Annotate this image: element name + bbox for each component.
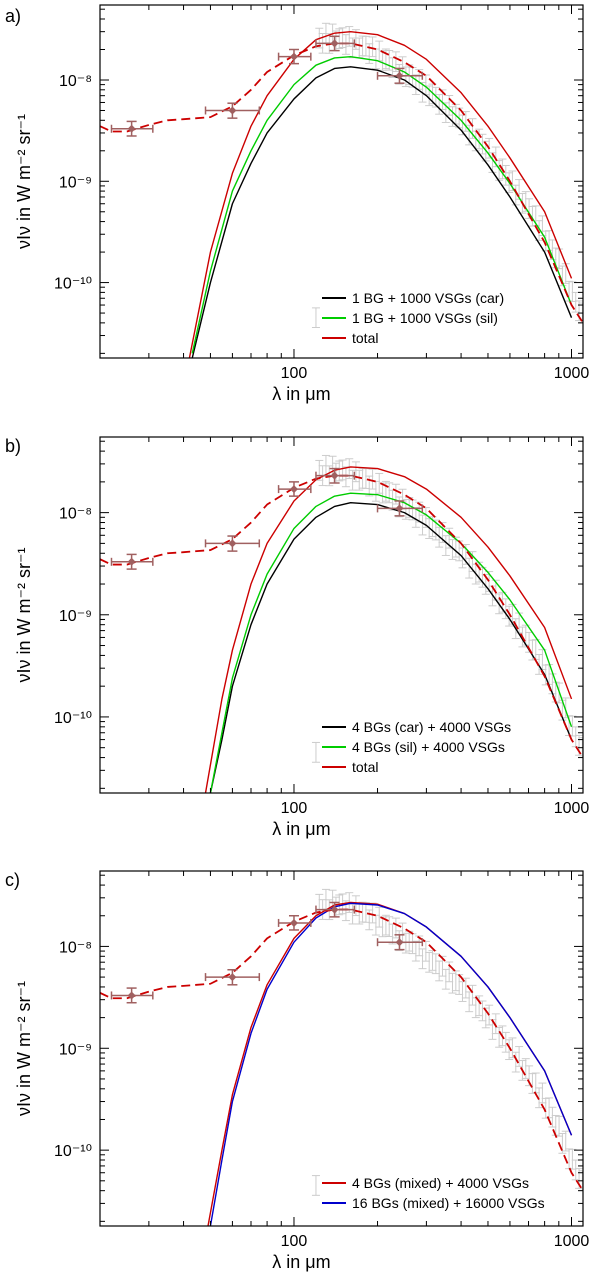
legend-entry: 4 BGs (sil) + 4000 VSGs bbox=[352, 739, 505, 755]
y-tick-label: 10⁻⁹ bbox=[59, 1041, 92, 1058]
y-tick-label: 10⁻⁸ bbox=[59, 73, 92, 90]
y-axis-title: νIν in W m⁻² sr⁻¹ bbox=[14, 548, 34, 683]
obs-marker bbox=[395, 504, 404, 513]
y-tick-label: 10⁻⁹ bbox=[59, 608, 92, 625]
plot-area bbox=[100, 22, 583, 358]
plot-area bbox=[100, 454, 583, 793]
legend: 4 BGs (car) + 4000 VSGs 4 BGs (sil) + 400… bbox=[322, 719, 511, 775]
series-line-2 bbox=[191, 55, 573, 354]
series-line-2 bbox=[209, 902, 573, 1226]
x-axis-title: λ in μm bbox=[272, 384, 330, 404]
x-tick-label: 100 bbox=[281, 800, 308, 817]
legend-entry: total bbox=[352, 330, 378, 346]
chart-panel-2: 100 1000 10⁻⁸ 10⁻⁹ 10⁻¹⁰ λ in μm νIν in W m⁻² … bbox=[5, 436, 589, 839]
y-ticks bbox=[100, 440, 583, 789]
x-tick-label: 1000 bbox=[554, 365, 590, 382]
legend-entry: 1 BG + 1000 VSGs (sil) bbox=[352, 310, 498, 326]
obs-marker bbox=[395, 71, 404, 80]
y-tick-label: 10⁻¹⁰ bbox=[54, 1143, 92, 1160]
series-line-2 bbox=[209, 492, 573, 793]
obs-marker bbox=[289, 918, 298, 927]
legend-entry: 16 BGs (mixed) + 16000 VSGs bbox=[352, 1195, 545, 1211]
y-tick-label: 10⁻⁸ bbox=[59, 506, 92, 523]
x-tick-label: 1000 bbox=[554, 1233, 590, 1250]
y-tick-label: 10⁻¹⁰ bbox=[54, 710, 92, 727]
obs-marker bbox=[228, 973, 237, 982]
y-tick-label: 10⁻⁹ bbox=[59, 174, 92, 191]
panel-label: c) bbox=[5, 870, 20, 890]
obs-marker bbox=[127, 557, 136, 566]
obs-marker bbox=[127, 124, 136, 133]
obs-marker bbox=[330, 905, 339, 914]
obs-marker bbox=[228, 106, 237, 115]
x-tick-label: 1000 bbox=[554, 800, 590, 817]
series-line-4 bbox=[100, 474, 583, 759]
gray-observations bbox=[311, 454, 583, 763]
x-axis-title: λ in μm bbox=[272, 1252, 330, 1272]
panel-label: a) bbox=[5, 6, 21, 26]
plot-area bbox=[100, 888, 583, 1226]
x-tick-label: 100 bbox=[281, 1233, 308, 1250]
observation-points bbox=[110, 467, 424, 570]
obs-marker bbox=[289, 52, 298, 61]
x-ticks bbox=[99, 5, 573, 358]
x-ticks bbox=[99, 871, 573, 1226]
x-axis-title: λ in μm bbox=[272, 819, 330, 839]
series-line-1 bbox=[209, 502, 573, 793]
x-tick-label: 100 bbox=[281, 365, 308, 382]
obs-marker bbox=[228, 539, 237, 548]
series-line-3 bbox=[188, 30, 573, 358]
obs-marker bbox=[127, 991, 136, 1000]
series-line-3 bbox=[204, 466, 573, 793]
observation-points bbox=[110, 901, 424, 1004]
obs-marker bbox=[330, 471, 339, 480]
legend: 4 BGs (mixed) + 4000 VSGs 16 BGs (mixed) … bbox=[322, 1175, 545, 1211]
legend-entry: total bbox=[352, 759, 378, 775]
y-tick-label: 10⁻⁸ bbox=[59, 939, 92, 956]
legend-entry: 1 BG + 1000 VSGs (car) bbox=[352, 290, 504, 306]
x-ticks bbox=[99, 437, 573, 793]
y-axis-title: νIν in W m⁻² sr⁻¹ bbox=[14, 114, 34, 249]
series-line-1 bbox=[191, 66, 573, 358]
legend-entry: 4 BGs (car) + 4000 VSGs bbox=[352, 719, 511, 735]
y-tick-label: 10⁻¹⁰ bbox=[54, 276, 92, 293]
y-ticks bbox=[100, 874, 583, 1222]
panel-label: b) bbox=[5, 436, 21, 456]
gray-observations bbox=[311, 888, 583, 1196]
obs-marker bbox=[289, 485, 298, 494]
series-line-4 bbox=[100, 42, 583, 324]
chart-panel-1: 100 1000 10⁻⁸ 10⁻⁹ 10⁻¹⁰ λ in μm νIν in W m⁻² … bbox=[5, 4, 590, 404]
gray-observations bbox=[311, 22, 583, 329]
legend-entry: 4 BGs (mixed) + 4000 VSGs bbox=[352, 1175, 529, 1191]
legend: 1 BG + 1000 VSGs (car) 1 BG + 1000 VSGs (… bbox=[322, 290, 504, 346]
series-line-3 bbox=[100, 908, 583, 1192]
y-axis-title: νIν in W m⁻² sr⁻¹ bbox=[14, 981, 34, 1116]
observation-points bbox=[110, 35, 424, 137]
y-ticks bbox=[100, 8, 583, 354]
obs-marker bbox=[395, 938, 404, 947]
chart-panel-3: 100 1000 10⁻⁸ 10⁻⁹ 10⁻¹⁰ λ in μm νIν in W m⁻² … bbox=[5, 870, 589, 1272]
obs-marker bbox=[330, 39, 339, 48]
